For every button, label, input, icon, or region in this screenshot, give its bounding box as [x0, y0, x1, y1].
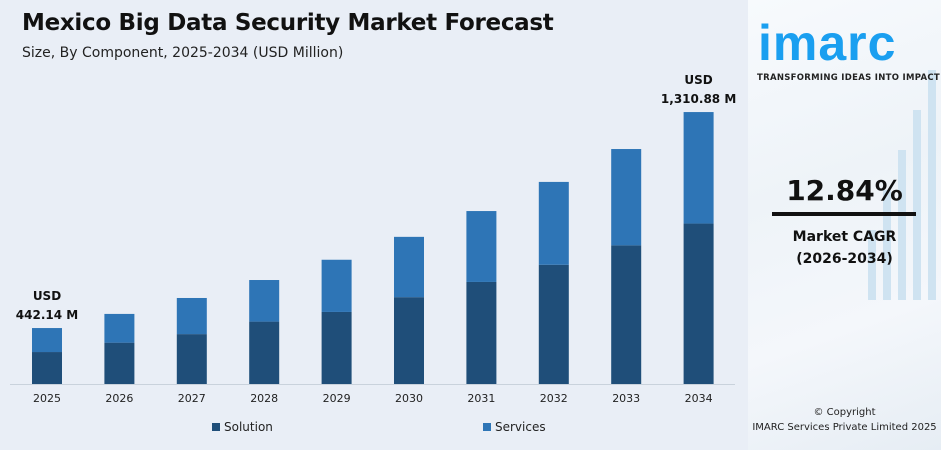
bar-services-2032	[538, 181, 569, 265]
cagr-label: Market CAGR (2026-2034)	[748, 226, 941, 270]
bar-solution-2028	[249, 321, 280, 384]
copyright-symbol: © Copyright	[813, 407, 876, 418]
bar-solution-2032	[538, 264, 569, 384]
bar-services-2029	[321, 259, 352, 312]
x-tick-label: 2027	[178, 392, 206, 405]
bar-solution-2033	[611, 245, 642, 384]
x-tick-label: 2031	[467, 392, 495, 405]
cagr-value: 12.84%	[786, 174, 903, 207]
chart-subtitle: Size, By Component, 2025-2034 (USD Milli…	[22, 45, 344, 61]
data-label-currency: USD	[33, 289, 61, 303]
background-decoration	[883, 190, 891, 300]
bar-solution-2027	[176, 334, 207, 384]
bar-solution-2026	[104, 342, 135, 384]
legend-label: Services	[495, 420, 546, 434]
logo-tagline: TRANSFORMING IDEAS INTO IMPACT	[757, 73, 941, 83]
x-tick-label: 2033	[612, 392, 640, 405]
x-tick-label: 2025	[33, 392, 61, 405]
copyright-company: IMARC Services Private Limited 2025	[752, 422, 937, 433]
bar-solution-2025	[32, 352, 62, 384]
chart-title: Mexico Big Data Security Market Forecast	[22, 10, 554, 36]
background-decoration	[868, 230, 876, 300]
x-tick-label: 2029	[323, 392, 351, 405]
background-decoration	[913, 110, 921, 300]
copyright: © Copyright IMARC Services Private Limit…	[748, 405, 941, 435]
bar-services-2027	[176, 297, 207, 335]
legend-item-services: Services	[483, 420, 546, 434]
data-label-value: 1,310.88 M	[661, 92, 736, 106]
x-tick-label: 2026	[105, 392, 133, 405]
sidebar-panel: imarc TRANSFORMING IDEAS INTO IMPACT 12.…	[748, 0, 941, 450]
cagr-period: (2026-2034)	[796, 251, 893, 267]
imarc-logo: imarc	[758, 15, 897, 71]
bar-services-2030	[394, 236, 424, 298]
x-tick-label: 2030	[395, 392, 423, 405]
stacked-bar-chart: 2025 USD 442.14 M 2026 2027 2028 2029 2030 2031 2…	[10, 73, 736, 405]
legend-label: Solution	[224, 420, 273, 434]
data-label-currency: USD	[684, 73, 712, 87]
bar-services-2028	[249, 280, 280, 322]
legend-swatch-solution	[212, 423, 220, 431]
bar-services-2025	[32, 328, 62, 353]
background-decoration	[928, 70, 936, 300]
x-tick-label: 2028	[250, 392, 278, 405]
bar-services-2031	[466, 211, 497, 282]
background-decoration	[898, 150, 906, 300]
cagr-label-text: Market CAGR	[792, 229, 897, 245]
bar-solution-2030	[394, 297, 424, 384]
bar-services-2026	[104, 313, 135, 343]
x-tick-label: 2032	[540, 392, 568, 405]
x-tick-label: 2034	[685, 392, 713, 405]
bar-solution-2031	[466, 281, 497, 384]
data-label-value: 442.14 M	[16, 308, 78, 322]
legend-item-solution: Solution	[212, 420, 273, 434]
bar-solution-2034	[683, 223, 714, 384]
bar-solution-2029	[321, 311, 352, 384]
bar-services-2033	[611, 149, 642, 246]
legend-swatch-services	[483, 423, 491, 431]
bar-services-2034	[683, 112, 714, 224]
divider	[772, 212, 916, 216]
